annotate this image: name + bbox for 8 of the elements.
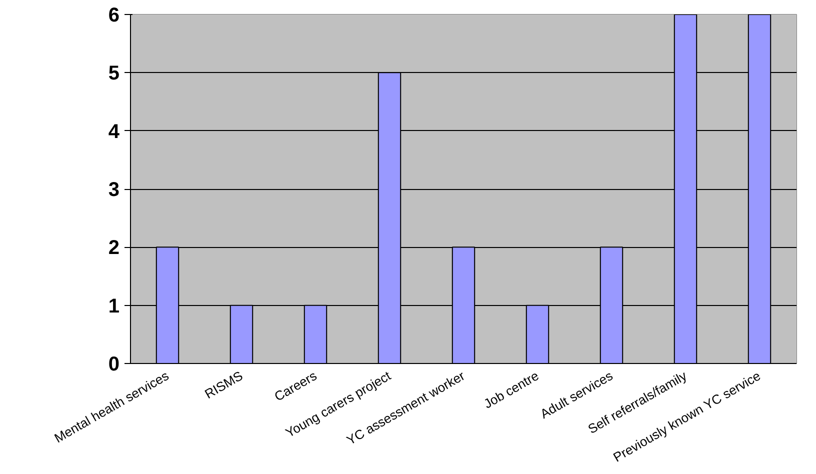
y-tick-label: 3 (108, 179, 120, 201)
y-tick-label: 1 (108, 295, 120, 318)
x-tick-label: Job centre (481, 368, 542, 412)
y-tick-label: 6 (108, 4, 120, 26)
y-tick-label: 5 (108, 62, 120, 85)
y-tick-label: 0 (108, 354, 120, 376)
y-tick-label: 2 (108, 237, 120, 260)
y-tick-label: 4 (108, 120, 120, 143)
